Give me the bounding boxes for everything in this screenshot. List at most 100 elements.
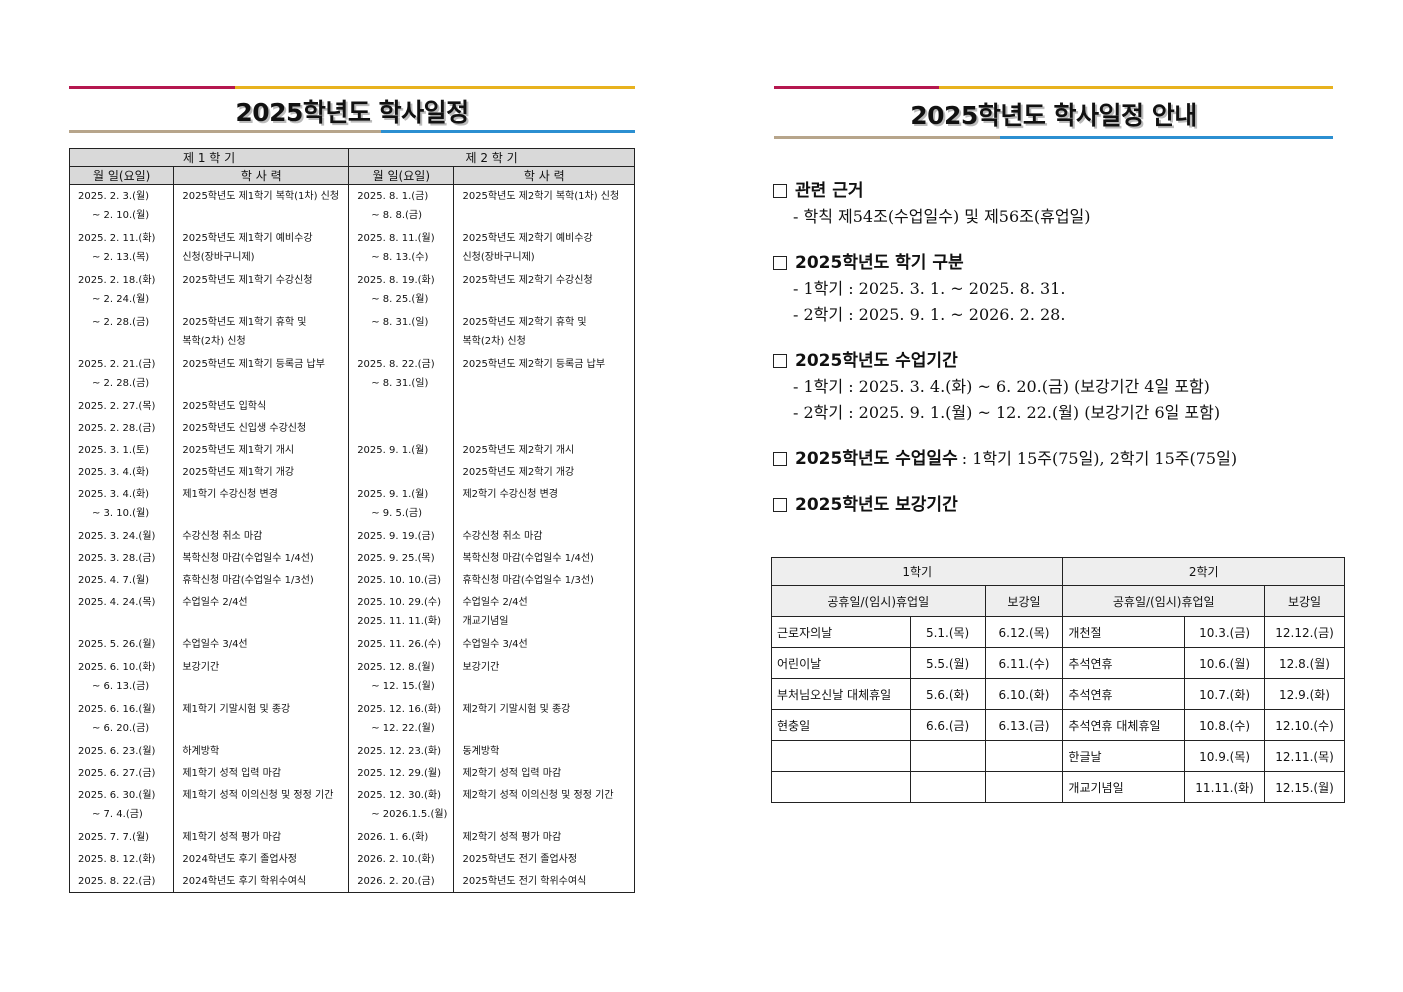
- date-cell: 2025. 2. 3.(월) ~ 2. 10.(월): [68, 184, 175, 228]
- event-text: 동계방학: [462, 745, 500, 757]
- date-text: 2025. 5. 26.(월): [78, 639, 156, 651]
- date-text: ~ 2. 24.(월): [92, 294, 150, 306]
- date-cell: [348, 417, 455, 440]
- event-cell: 수업일수 3/4선: [453, 633, 635, 656]
- event-text: 제1학기 수강신청 변경: [182, 489, 278, 501]
- event-cell: 제2학기 성적 평가 마감: [453, 825, 635, 848]
- event-text: 2025학년도 신입생 수강신청: [182, 423, 307, 435]
- event-text: 신청(장바구니제): [182, 252, 255, 264]
- schedule-row: 2025. 8. 22.(금) 2024학년도 후기 학위수여식 2026. 2. …: [68, 869, 635, 893]
- date-cell: 2025. 3. 4.(화): [68, 461, 175, 484]
- date-text: 2025. 12. 30.(화): [357, 789, 441, 801]
- date-text: ~ 2026.1.5.(월): [371, 808, 448, 820]
- checkbox-icon: [773, 498, 787, 512]
- right-header: 2025학년도 학사일정 안내: [774, 86, 1333, 140]
- holiday-cell: 근로자의날: [771, 616, 911, 648]
- event-cell: 2024학년도 후기 졸업사정: [173, 847, 350, 870]
- date-text: 2025. 8. 11.(월): [357, 233, 435, 245]
- date-text: 2025. 3. 4.(화): [78, 489, 150, 501]
- event-text: 제1학기 성적 입력 마감: [182, 767, 282, 779]
- event-cell: 2025학년도 제1학기 수강신청: [173, 269, 350, 312]
- date-text: ~ 2. 28.(금): [92, 378, 150, 390]
- date-cell: [348, 461, 455, 484]
- date-cell: 10.9.(목): [1184, 740, 1266, 772]
- date-text: 2025. 9. 1.(월): [357, 445, 429, 457]
- date-cell: 6.12.(목): [984, 616, 1064, 648]
- makeup-row: 개교기념일 11.11.(화) 12.15.(월): [771, 771, 1345, 803]
- date-text: 2025. 9. 19.(금): [357, 531, 435, 543]
- holiday-cell: 추석연휴 대체휴일: [1062, 709, 1186, 741]
- date-cell: 6.10.(화): [984, 678, 1064, 710]
- event-cell: 복학신청 마감(수업일수 1/4선): [453, 547, 635, 570]
- schedule-row: 2025. 3. 1.(토) 2025학년도 제1학기 개시 2025. 9. 1.…: [68, 439, 635, 462]
- schedule-row: 2025. 7. 7.(월) 제1학기 성적 평가 마감 2026. 1. 6.(화…: [68, 825, 635, 848]
- event-cell: [453, 417, 635, 440]
- schedule-row: 2025. 3. 4.(화) 2025학년도 제1학기 개강 2025학년도 제2학…: [68, 461, 635, 484]
- date-text: 2025. 12. 16.(화): [357, 703, 441, 715]
- schedule-row: 2025. 4. 24.(목) 수업일수 2/4선 2025. 10. 29.(수)…: [68, 591, 635, 634]
- event-cell: 2025학년도 제2학기 개강: [453, 461, 635, 484]
- checkbox-icon: [773, 354, 787, 368]
- event-cell: 2025학년도 제1학기 등록금 납부: [173, 353, 350, 396]
- left-header: 2025학년도 학사일정: [69, 86, 635, 136]
- date-cell: 10.8.(수): [1184, 709, 1266, 741]
- date-cell: 2025. 4. 7.(월): [68, 569, 175, 592]
- schedule-row: 2025. 2. 3.(월) ~ 2. 10.(월) 2025학년도 제1학기 복학…: [68, 184, 635, 228]
- event-text: 2025학년도 제2학기 개시: [462, 445, 575, 457]
- schedule-row: 2025. 3. 24.(월) 수강신청 취소 마감 2025. 9. 19.(금)…: [68, 525, 635, 548]
- event-cell: 2025학년도 입학식: [173, 395, 350, 418]
- title: 2025학년도 학사일정 안내: [910, 101, 1197, 130]
- holiday-cell: 현충일: [771, 709, 911, 741]
- date-cell: 2025. 6. 16.(월) ~ 6. 20.(금): [68, 697, 175, 740]
- event-cell: 2025학년도 제1학기 복학(1차) 신청: [173, 184, 350, 228]
- date-text: 2025. 3. 24.(월): [78, 531, 156, 543]
- date-cell: 2025. 12. 23.(화): [348, 739, 455, 762]
- date-text: 2026. 2. 10.(화): [357, 853, 435, 865]
- date-cell: [984, 740, 1064, 772]
- date-text: 2025. 8. 12.(화): [78, 853, 156, 865]
- accent-bar: [774, 86, 939, 89]
- event-text: 보강기간: [182, 661, 220, 673]
- event-text: 제2학기 성적 이의신청 및 정정 기간: [462, 789, 614, 801]
- column-header: 공휴일/(임시)휴업일: [1062, 585, 1266, 617]
- holiday-cell: 한글날: [1062, 740, 1186, 772]
- event-text: 제2학기 수강신청 변경: [462, 489, 558, 501]
- section: 관련 근거 - 학칙 제54조(수업일수) 및 제56조(휴업일): [771, 178, 1351, 230]
- date-text: 2025. 8. 1.(금): [357, 191, 429, 202]
- event-cell: 제2학기 성적 이의신청 및 정정 기간: [453, 783, 635, 826]
- date-cell: [348, 395, 455, 418]
- date-cell: 6.11.(수): [984, 647, 1064, 679]
- event-text: 2025학년도 제1학기 복학(1차) 신청: [182, 191, 340, 202]
- section-item: - 1학기 : 2025. 3. 1. ~ 2025. 8. 31.: [793, 279, 1066, 298]
- event-cell: 2025학년도 제1학기 개시: [173, 439, 350, 462]
- event-text: 제2학기 기말시험 및 종강: [462, 703, 571, 715]
- date-text: 2025. 6. 30.(월): [78, 789, 156, 801]
- makeup-row: 부처님오신날 대체휴일 5.6.(화) 6.10.(화) 추석연휴 10.7.(화) 12…: [771, 678, 1345, 710]
- schedule-row: 2025. 2. 18.(화) ~ 2. 24.(월) 2025학년도 제1학기 수…: [68, 269, 635, 312]
- schedule-row: 2025. 2. 11.(화) ~ 2. 13.(목) 2025학년도 제1학기 예…: [68, 227, 635, 270]
- heading-text: 2025학년도 보강기간: [795, 495, 958, 515]
- holiday-cell: [771, 740, 911, 772]
- event-cell: 수업일수 3/4선: [173, 633, 350, 656]
- section: 2025학년도 수업일수: 1학기 15주(75일), 2학기 15주(75일): [771, 446, 1351, 472]
- date-cell: 12.15.(월): [1264, 771, 1345, 803]
- schedule-row: 2025. 2. 21.(금) ~ 2. 28.(금) 2025학년도 제1학기 등…: [68, 353, 635, 396]
- date-text: ~ 6. 13.(금): [92, 680, 150, 692]
- date-text: 2025. 2. 11.(화): [78, 233, 156, 245]
- date-text: 2025. 8. 22.(금): [78, 875, 156, 887]
- event-cell: 2025학년도 제2학기 복학(1차) 신청: [453, 184, 635, 228]
- date-text: 2025. 6. 10.(화): [78, 661, 156, 673]
- schedule-row: 2025. 3. 28.(금) 복학신청 마감(수업일수 1/4선) 2025. 9…: [68, 547, 635, 570]
- event-cell: 2025학년도 제1학기 휴학 및 복학(2차) 신청: [173, 311, 350, 354]
- date-text: 2025. 12. 29.(월): [357, 767, 441, 779]
- date-text: 2025. 2. 18.(화): [78, 275, 156, 287]
- event-cell: 보강기간: [453, 655, 635, 698]
- section: 2025학년도 수업기간 - 1학기 : 2025. 3. 4.(화) ~ 6. …: [771, 348, 1351, 426]
- event-text: 휴학신청 마감(수업일수 1/3선): [462, 575, 594, 587]
- event-text: 제2학기 성적 입력 마감: [462, 767, 562, 779]
- date-cell: 2025. 11. 26.(수): [348, 633, 455, 656]
- date-cell: 12.11.(목): [1264, 740, 1345, 772]
- column-header: 학 사 력: [453, 166, 635, 185]
- accent-bar: [1000, 136, 1333, 139]
- date-text: 2025. 9. 25.(목): [357, 553, 435, 565]
